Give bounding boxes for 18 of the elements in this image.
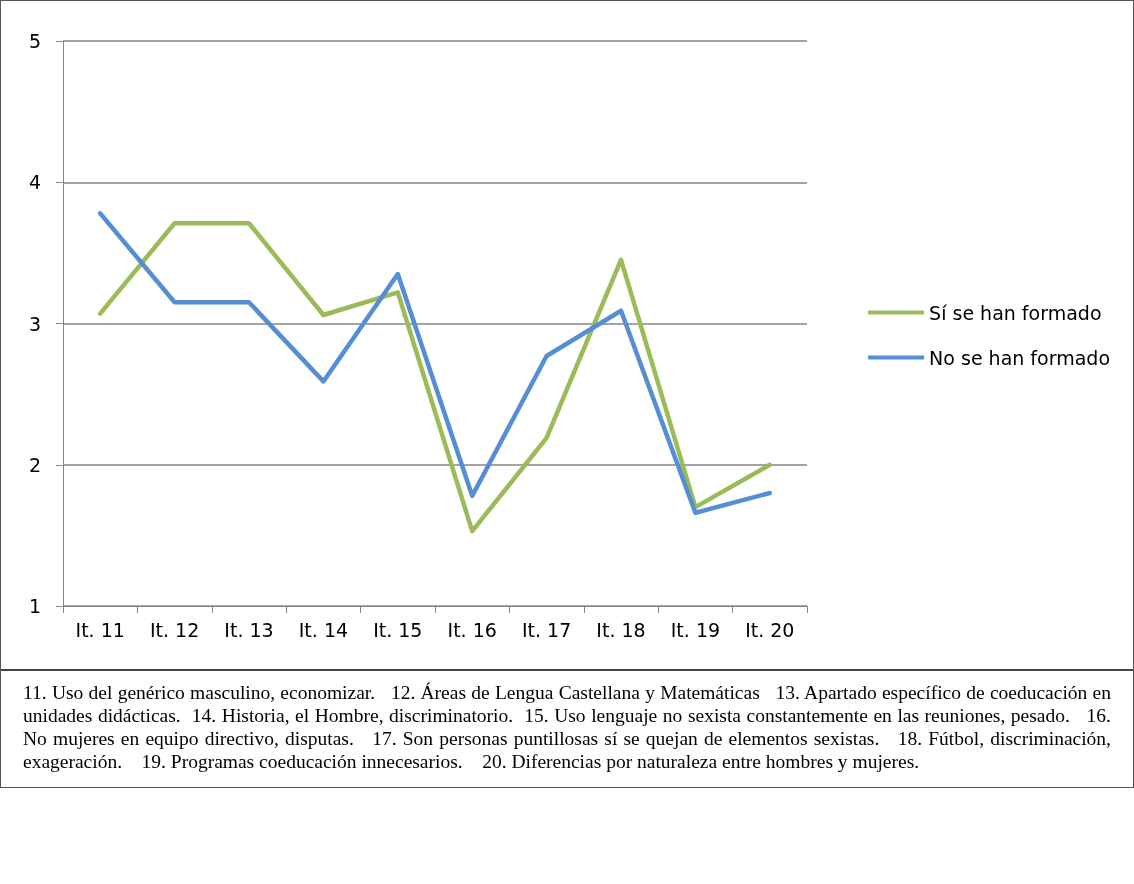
legend-label: No se han formado (929, 346, 1111, 369)
y-tick-label: 4 (28, 171, 41, 194)
y-tick-label: 2 (28, 453, 41, 476)
y-tick-label: 5 (28, 30, 41, 52)
y-tick-label: 3 (28, 312, 41, 335)
x-tick-label: It. 20 (745, 618, 795, 641)
x-tick-label: It. 17 (521, 618, 572, 641)
x-tick-label: It. 14 (298, 618, 349, 641)
x-tick-label: It. 18 (596, 618, 646, 641)
x-tick-label: It. 13 (224, 618, 274, 641)
text: 11. Uso del genérico masculino, economizar. 12. Áreas de Lengua Castellana y Matemáticas 13. Apartado específico de coeducación en unidades didácticas. 14. Historia, el Hombre, discriminatorio. 15. Uso lenguaje no sexista constantemente en las reuniones, pesado. 16. No mujeres en equipo directivo, disputas. 17. Son personas puntillosas sí se quejan de elementos sexistas. 18. Fútbol, discriminación, exageración. 19. Programas coeducación innecesarios. 20. Diferencias por naturaleza entre hombres y mujeres. (22, 681, 1112, 774)
x-tick-label: It. 15 (373, 618, 423, 641)
x-tick-label: It. 11 (75, 618, 125, 641)
x-tick-label: It. 16 (447, 618, 497, 641)
y-tick-label: 1 (28, 595, 41, 617)
x-tick-label: It. 12 (149, 618, 200, 641)
legend-label: Sí se han formado (929, 301, 1102, 324)
x-tick-label: It. 19 (670, 618, 721, 641)
